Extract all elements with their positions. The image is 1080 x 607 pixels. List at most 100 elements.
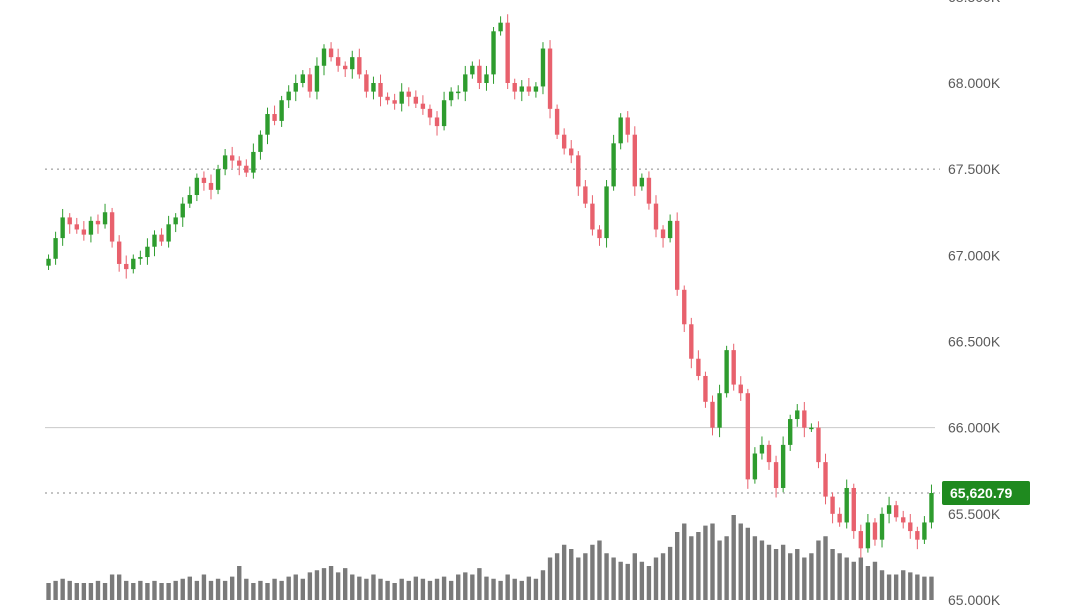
candle-down — [427, 108, 433, 118]
volume-bar — [385, 580, 390, 600]
candle-up — [441, 100, 447, 127]
volume-bar — [844, 557, 849, 600]
candle-down — [773, 462, 779, 488]
volume-bar — [222, 580, 228, 600]
candle-up — [300, 74, 306, 83]
volume-bar — [448, 580, 454, 600]
volume-bar — [872, 561, 878, 600]
candle-down — [816, 427, 821, 463]
volume-bar — [307, 572, 313, 600]
candle-up — [314, 65, 320, 92]
volume-bar — [364, 578, 369, 600]
volume-bar — [632, 553, 637, 600]
candle-down — [576, 155, 581, 187]
candle-up — [399, 91, 404, 104]
candle-down — [244, 165, 249, 173]
volume-bar — [491, 578, 496, 600]
candle-down — [915, 531, 920, 540]
candle-up — [293, 83, 298, 92]
volume-bar — [583, 553, 588, 600]
candle-down — [109, 212, 115, 242]
candle-down — [766, 444, 772, 463]
volume-bar — [788, 553, 793, 600]
candle-up — [470, 65, 475, 75]
candle-down — [413, 96, 419, 104]
candle-down — [703, 375, 708, 402]
volume-bar — [569, 549, 574, 600]
candle-down — [689, 324, 694, 359]
candle-up — [215, 169, 221, 190]
candle-down — [328, 48, 334, 58]
volume-bar — [590, 544, 595, 600]
volume-bar — [597, 540, 602, 600]
candle-down — [738, 384, 743, 394]
volume-bar — [413, 576, 419, 600]
candle-up — [222, 155, 228, 170]
volume-bar — [795, 549, 800, 600]
volume-bar — [335, 572, 341, 600]
volume-bar — [526, 576, 532, 600]
candle-up — [844, 487, 849, 523]
volume-bar — [314, 570, 320, 600]
candle-up — [180, 203, 185, 218]
volume-bar — [272, 578, 277, 600]
candle-up — [717, 393, 722, 428]
candle-up — [809, 427, 814, 430]
volume-bar — [343, 568, 348, 600]
candle-down — [526, 86, 532, 92]
candle-up — [463, 74, 468, 92]
candle-down — [660, 229, 666, 239]
volume-bar — [244, 578, 249, 600]
candle-down — [872, 522, 878, 540]
volume-bar — [611, 557, 616, 600]
volume-bar — [173, 580, 178, 600]
candle-up — [752, 453, 758, 480]
candle-up — [152, 234, 157, 247]
volume-bar — [180, 578, 185, 600]
candle-down — [674, 220, 680, 290]
volume-bar — [102, 583, 108, 600]
candle-down — [823, 462, 828, 497]
volume-bar — [915, 574, 920, 600]
volume-bar — [505, 574, 510, 600]
volume-bar — [300, 578, 306, 600]
volume-bar — [258, 580, 263, 600]
candle-up — [667, 220, 673, 239]
candle-down — [124, 263, 129, 270]
volume-bar — [152, 580, 157, 600]
volume-bar — [547, 557, 553, 600]
volume-bar — [477, 568, 482, 600]
candle-up — [279, 100, 284, 121]
volume-bar — [724, 536, 729, 600]
candle-up — [166, 224, 171, 242]
volume-bar — [237, 566, 242, 600]
current-price-tag-background — [942, 481, 1030, 506]
volume-bar — [519, 580, 524, 600]
candle-up — [53, 238, 58, 259]
candle-down — [159, 234, 164, 242]
candle-down — [901, 517, 906, 523]
volume-bar — [879, 570, 885, 600]
volume-bar — [780, 544, 786, 600]
volume-bar — [625, 563, 630, 600]
candle-down — [378, 83, 383, 97]
volume-bar — [929, 576, 934, 600]
candle-down — [116, 241, 122, 264]
candle-up — [350, 57, 355, 70]
candle-down — [343, 65, 348, 70]
candle-down — [893, 505, 899, 518]
volume-bar — [660, 553, 666, 600]
candle-up — [371, 83, 376, 92]
candle-up — [456, 91, 461, 94]
candle-down — [81, 229, 87, 235]
volume-bar — [604, 553, 609, 600]
volume-bar — [427, 580, 433, 600]
volume-bar — [809, 553, 814, 600]
y-tick-label: 68.500K — [948, 0, 1001, 5]
candle-down — [95, 220, 101, 225]
candle-up — [618, 117, 623, 144]
candle-down — [237, 160, 242, 166]
volume-bar — [865, 566, 871, 600]
candle-down — [646, 177, 652, 204]
